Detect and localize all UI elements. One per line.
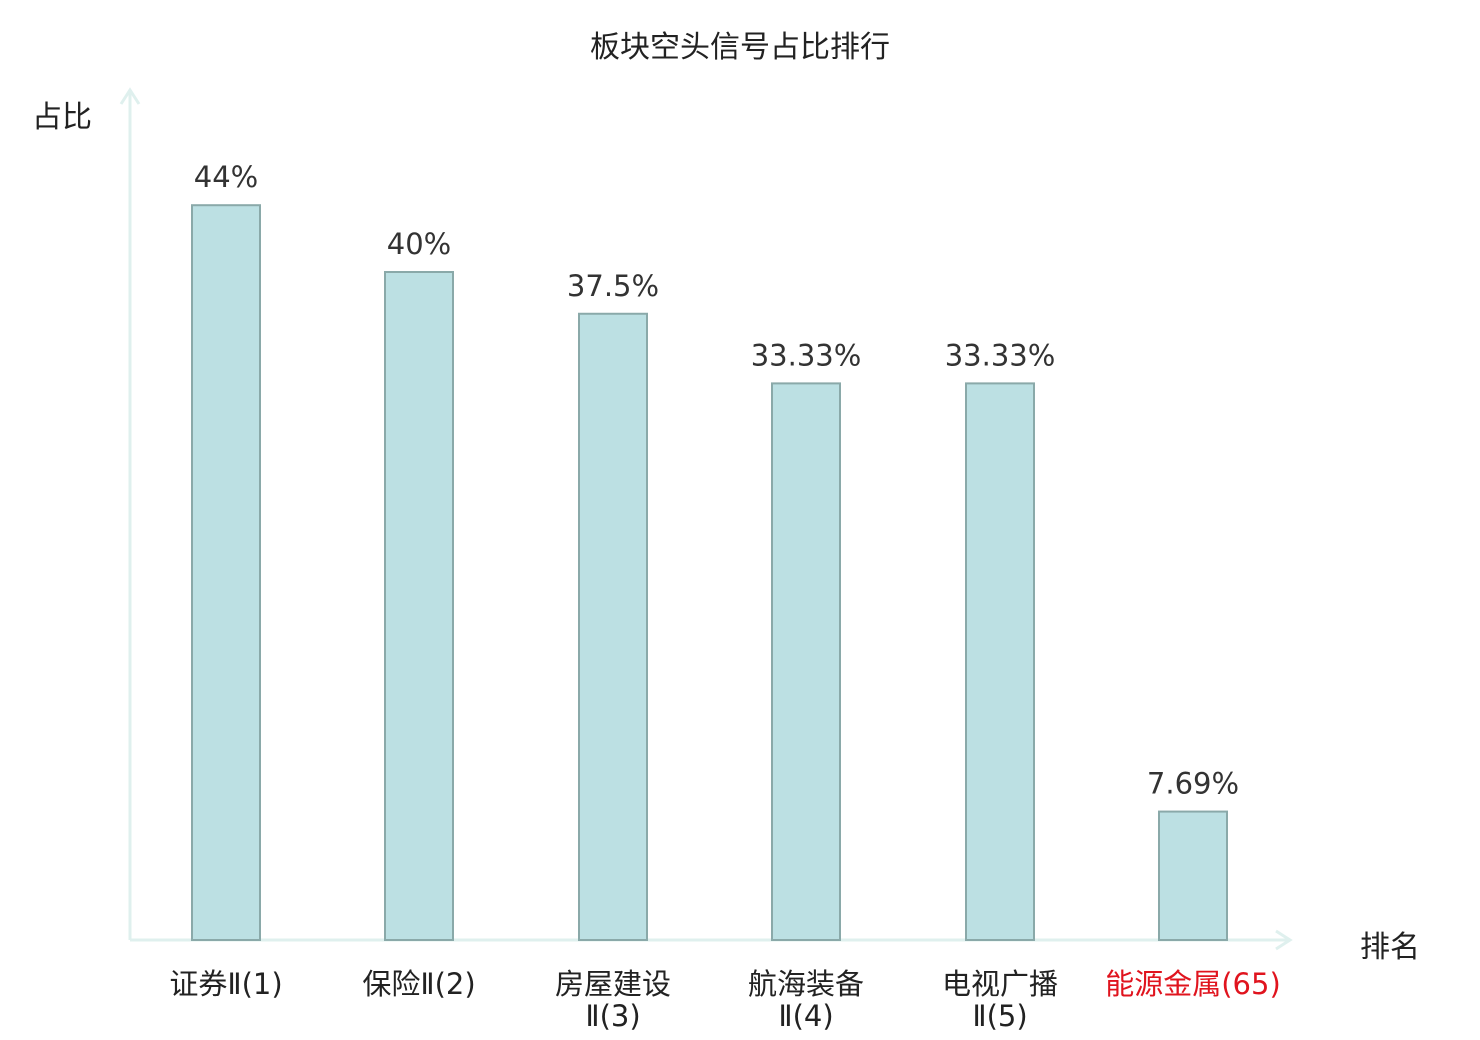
category-label: 保险Ⅱ(2) <box>362 967 475 1001</box>
value-label: 7.69% <box>1147 767 1239 801</box>
x-axis-arrow <box>1275 929 1293 951</box>
value-label: 44% <box>194 160 258 194</box>
category-label: 能源金属(65) <box>1105 967 1281 1001</box>
bar <box>965 382 1035 942</box>
bar <box>191 204 261 941</box>
bar <box>1158 810 1228 942</box>
category-label: Ⅱ(3) <box>585 999 640 1033</box>
bar <box>771 382 841 942</box>
category-label: Ⅱ(4) <box>778 999 833 1033</box>
value-label: 33.33% <box>945 338 1056 372</box>
x-axis-label: 排名 <box>1360 930 1420 965</box>
bar <box>384 271 454 941</box>
value-label: 37.5% <box>567 269 659 303</box>
chart-title: 板块空头信号占比排行 <box>590 30 890 65</box>
category-label: 证券Ⅱ(1) <box>169 967 282 1001</box>
category-label: 电视广播 <box>942 967 1058 1001</box>
category-label: 房屋建设 <box>555 967 671 1001</box>
value-label: 33.33% <box>751 338 862 372</box>
category-label: 航海装备 <box>748 967 864 1001</box>
bar <box>578 312 648 941</box>
value-label: 40% <box>387 227 451 261</box>
category-label: Ⅱ(5) <box>972 999 1027 1033</box>
y-axis-arrow <box>119 87 141 105</box>
y-axis-label: 占比 <box>32 100 92 135</box>
